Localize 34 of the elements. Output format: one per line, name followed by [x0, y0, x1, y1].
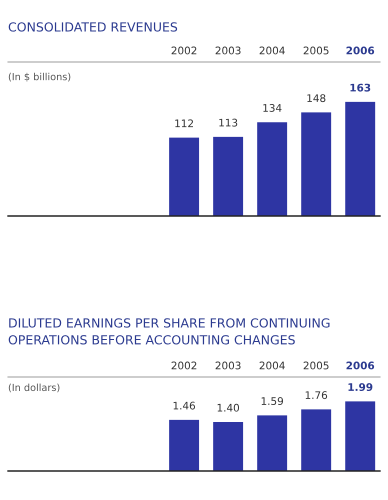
data-label: 1.59: [262, 397, 284, 406]
chart-title: DILUTED EARNINGS PER SHARE FROM CONTINUING OPERATIONS BEFORE ACCOUNTING CHANGES: [8, 318, 330, 345]
x-tick-label: 2002: [172, 362, 196, 370]
bar: [213, 422, 244, 471]
data-label: 113: [219, 118, 238, 127]
x-tick-label: 2003: [216, 46, 241, 54]
bar: [257, 415, 288, 471]
data-label: 134: [263, 104, 282, 112]
data-label: 1.99: [348, 383, 372, 392]
x-tick-label: 2003: [216, 362, 241, 370]
x-tick-label: 2002: [172, 46, 196, 54]
data-label: 1.76: [306, 391, 328, 400]
bar: [169, 420, 200, 471]
chart-title: CONSOLIDATED REVENUES: [8, 22, 178, 32]
data-label: 112: [175, 119, 193, 128]
bar: [301, 112, 332, 216]
text: (In $ billions): [8, 72, 70, 82]
data-label: 1.40: [218, 404, 240, 412]
x-tick-label: 2004: [260, 362, 285, 370]
bar: [169, 138, 200, 216]
data-label: 163: [350, 84, 370, 92]
bar: [345, 401, 376, 471]
x-tick-label: 2005: [304, 46, 329, 54]
x-tick-label: 2004: [260, 46, 285, 54]
bar: [257, 122, 288, 216]
x-tick-label: 2006: [346, 46, 374, 54]
x-tick-label: 2005: [304, 362, 329, 370]
data-label: 148: [307, 94, 326, 102]
bar: [301, 409, 332, 471]
data-label: 1.46: [174, 402, 196, 410]
x-tick-label: 2006: [346, 362, 374, 370]
bar: [345, 102, 376, 216]
bar: [213, 136, 244, 216]
text: (In dollars): [8, 384, 60, 392]
